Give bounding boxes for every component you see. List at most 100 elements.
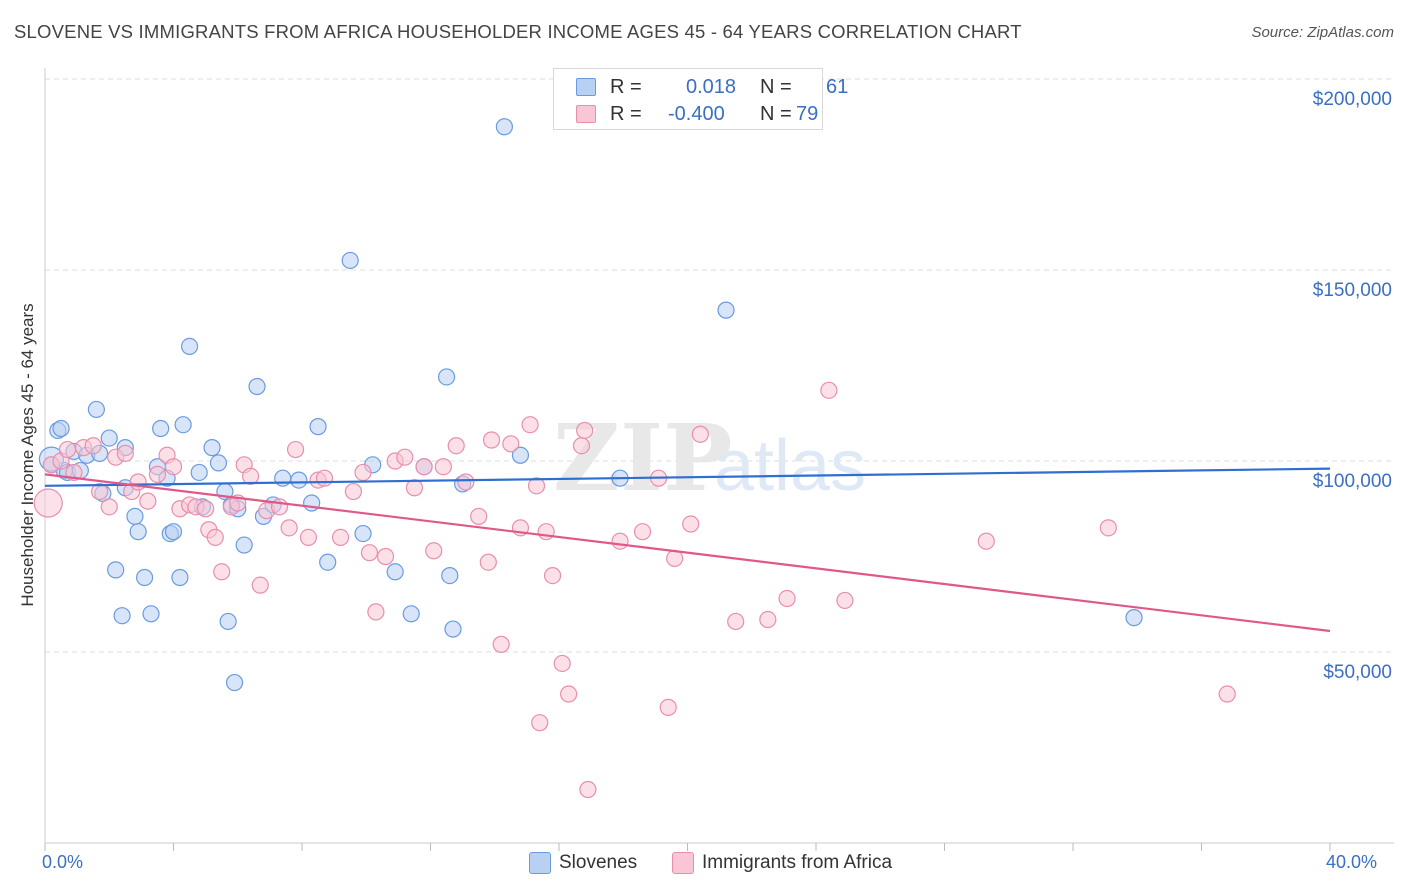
r-value: 0.018 (686, 76, 737, 98)
immigrants-point (206, 528, 224, 547)
immigrants-trend-line (44, 473, 1331, 633)
immigrants-point (560, 685, 578, 703)
slovenes-point (164, 523, 183, 541)
immigrants-point (213, 563, 231, 581)
immigrants-point (91, 482, 109, 501)
slovenes-point (87, 400, 106, 419)
immigrants-point (139, 492, 157, 510)
slovenes-legend-swatch (529, 852, 551, 874)
immigrants-swatch (576, 105, 596, 123)
immigrants-point (360, 544, 379, 562)
immigrants-point (502, 435, 520, 453)
x-tick-label-max: 40.0% (1326, 852, 1378, 872)
immigrants-point (331, 528, 350, 547)
immigrants-point (543, 566, 562, 585)
n-value: 61 (826, 76, 849, 98)
immigrants-point (682, 515, 700, 533)
slovenes-point (52, 419, 70, 438)
immigrants-point (405, 479, 424, 497)
immigrants-point (576, 421, 594, 440)
immigrants-point (299, 528, 318, 547)
slovenes-point (152, 419, 170, 438)
r-label: R = (610, 103, 642, 125)
trend-lines (44, 467, 1331, 633)
y-tick-label: $50,000 (1323, 662, 1392, 683)
immigrants-point (148, 465, 167, 483)
immigrants-point (286, 440, 305, 459)
n-label: N = (760, 76, 792, 98)
slovenes-swatch (576, 78, 596, 96)
slovenes-point (126, 507, 144, 525)
slovenes-point (235, 536, 253, 554)
immigrants-point (415, 458, 433, 476)
immigrants-legend-swatch (672, 852, 694, 874)
slovenes-point (341, 251, 359, 270)
immigrants-point (572, 437, 591, 455)
slovenes-point (444, 620, 462, 638)
y-tick-label: $100,000 (1313, 471, 1392, 492)
immigrants-point (527, 477, 546, 495)
immigrants-point (197, 500, 215, 518)
slovenes-point (203, 439, 221, 457)
slovenes-point (135, 568, 154, 587)
immigrants-point (537, 523, 555, 541)
immigrants-point (479, 553, 497, 571)
y-tick-label: $200,000 (1313, 89, 1392, 110)
correlation-legend: R = 0.018 N = 61 R = -0.400 N = 79 (553, 68, 848, 130)
y-tick-label: $150,000 (1313, 280, 1392, 301)
slovenes-legend-label: Slovenes (559, 852, 638, 873)
immigrants-point (116, 444, 134, 462)
immigrants-point (425, 542, 443, 560)
watermark-zip: ZIP (553, 404, 732, 512)
immigrants-point (977, 532, 995, 550)
slovenes-point (495, 118, 513, 136)
r-label: R = (610, 76, 642, 98)
slovenes-point (113, 607, 131, 625)
grid-lines (45, 78, 1394, 653)
slovenes-point (441, 566, 459, 585)
slovenes-point (717, 301, 735, 319)
immigrants-point (611, 532, 629, 550)
immigrants-point (280, 519, 298, 537)
slovenes-point (209, 454, 228, 472)
immigrants-point (84, 437, 102, 455)
immigrants-point (447, 437, 465, 455)
slovenes-point (180, 337, 199, 355)
slovenes-point (319, 553, 337, 571)
immigrants-point (354, 463, 372, 482)
slovenes-point (219, 612, 237, 631)
immigrants-point (164, 458, 183, 476)
immigrants-point (482, 431, 501, 449)
immigrants-point (376, 547, 395, 566)
immigrants-point (727, 612, 745, 631)
immigrants-point (1099, 519, 1117, 537)
immigrants-point (836, 591, 854, 610)
immigrants-legend-label: Immigrants from Africa (702, 852, 893, 873)
slovenes-point (174, 416, 192, 434)
immigrants-point (434, 458, 452, 476)
slovenes-point (511, 446, 530, 464)
immigrants-point (367, 603, 385, 621)
immigrants-point (100, 498, 118, 516)
slovenes-point (437, 368, 456, 386)
immigrants-point (396, 448, 414, 466)
immigrants-point (457, 473, 475, 491)
slovenes-point (386, 563, 404, 581)
watermark-atlas: atlas (714, 426, 866, 506)
immigrants-point (659, 698, 677, 716)
immigrants-point (759, 610, 777, 629)
chart-title: SLOVENE VS IMMIGRANTS FROM AFRICA HOUSEH… (14, 21, 1022, 42)
immigrants-point (492, 635, 510, 653)
slovenes-point (248, 377, 266, 396)
immigrants-point (129, 473, 147, 491)
slovenes-point (190, 463, 208, 482)
n-value: 79 (796, 103, 819, 125)
immigrants-point (33, 488, 63, 518)
source-label: Source: ZipAtlas.com (1251, 24, 1394, 41)
immigrants-point (58, 440, 77, 459)
slovenes-point (100, 429, 118, 447)
immigrants-point (820, 381, 838, 399)
n-label: N = (760, 103, 792, 125)
